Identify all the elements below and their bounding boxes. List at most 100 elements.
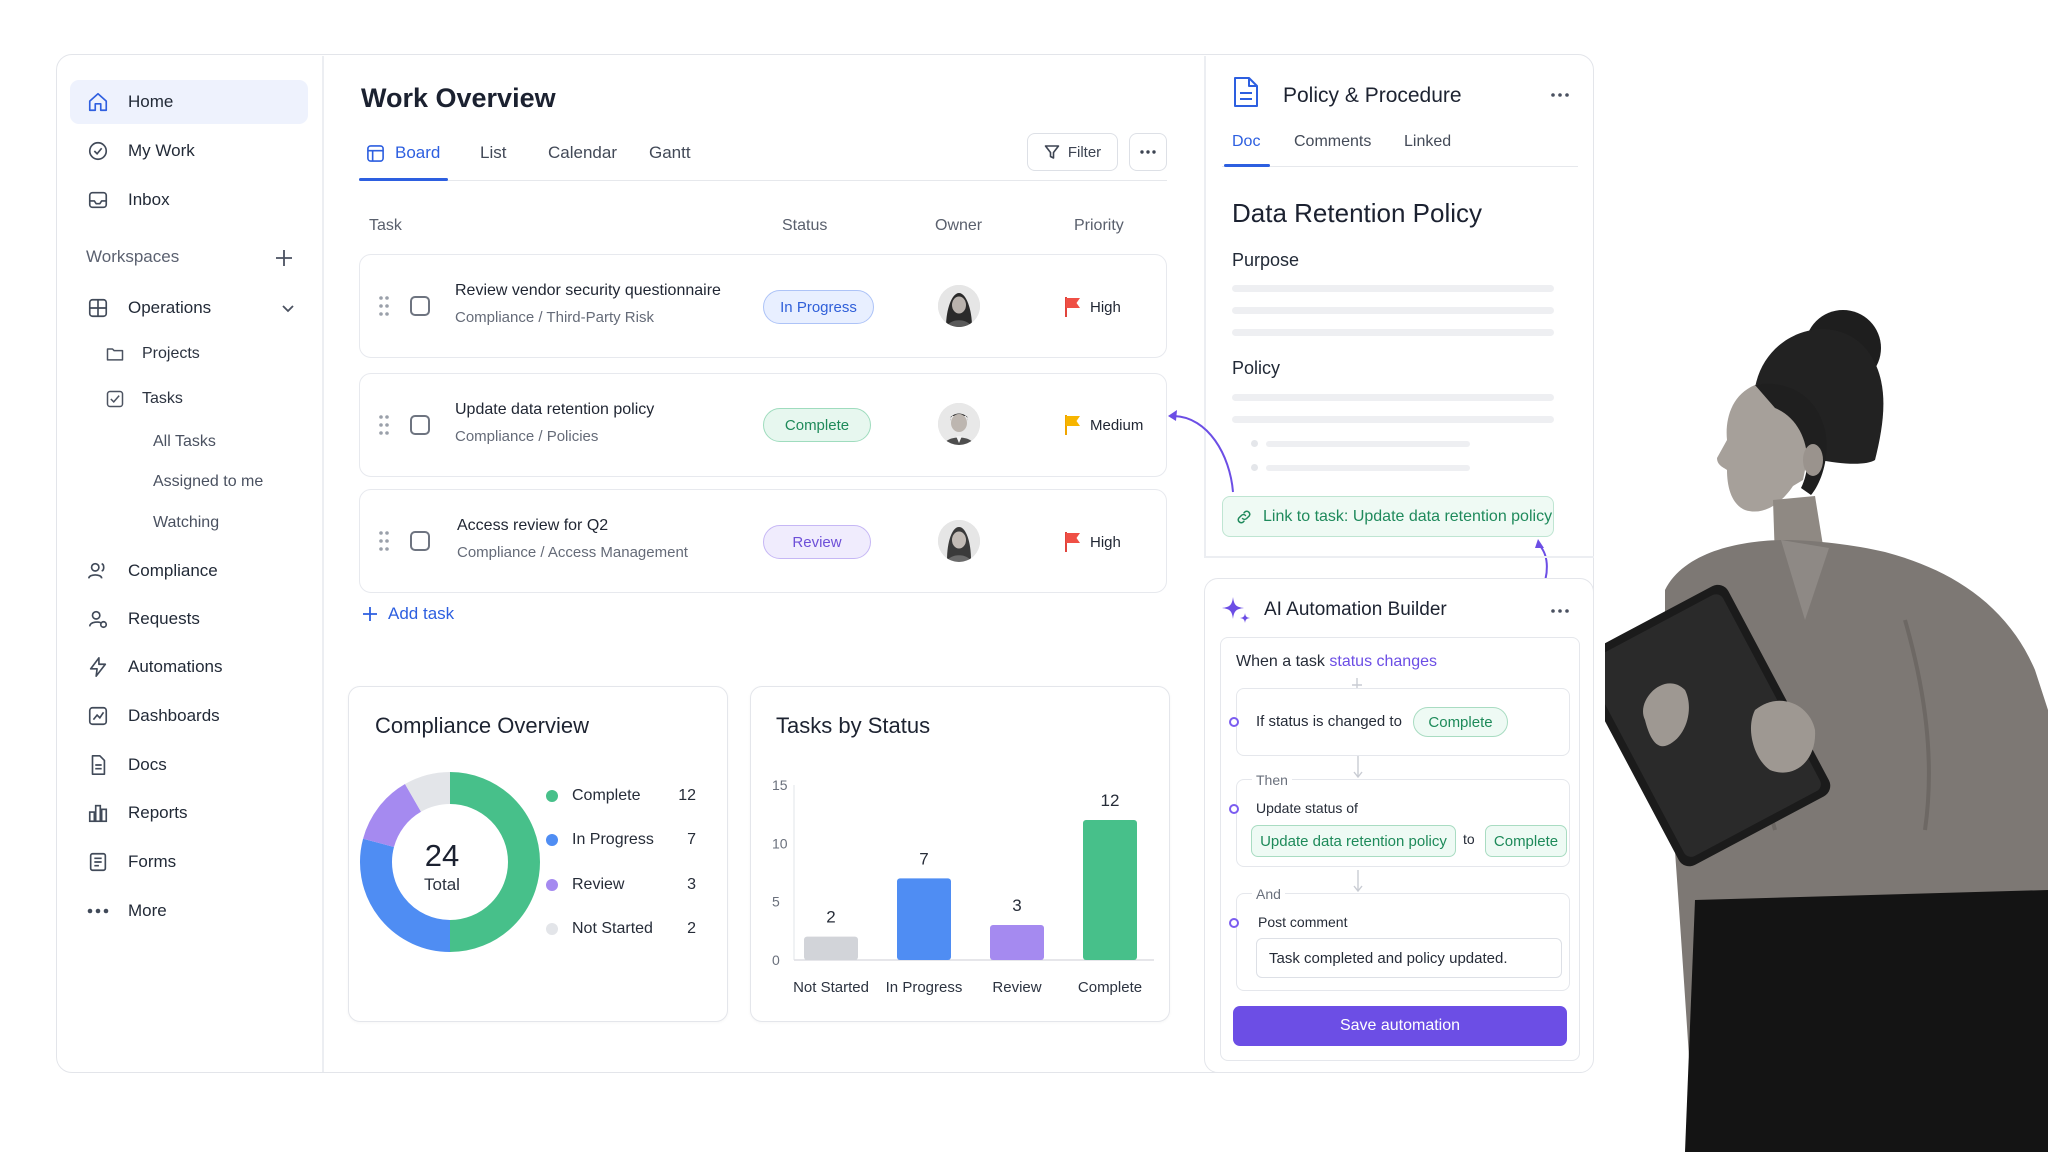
bullet-dot (1251, 440, 1258, 447)
tab-gantt[interactable]: Gantt (649, 143, 691, 162)
status-badge[interactable]: Review (763, 525, 871, 559)
trigger-text[interactable]: When a task status changes (1236, 653, 1437, 671)
tab-calendar[interactable]: Calendar (548, 143, 617, 162)
priority-label: High (1090, 298, 1121, 316)
legend-item-complete: Complete 12 (546, 784, 696, 808)
placeholder-line (1232, 285, 1554, 292)
avatar[interactable] (938, 403, 980, 445)
connector-arrow-icon (1353, 870, 1363, 893)
tab-board[interactable]: Board (366, 143, 440, 163)
nav-inbox[interactable]: Inbox (70, 178, 308, 222)
workspace-operations[interactable]: Operations (70, 286, 308, 330)
priority-medium[interactable]: Medium (1064, 414, 1143, 436)
save-automation-button[interactable]: Save automation (1233, 1006, 1567, 1046)
task-path: Compliance / Policies (455, 428, 599, 445)
sidebar-item-assigned[interactable]: Assigned to me (153, 473, 264, 490)
condition-step[interactable] (1236, 688, 1570, 756)
sidebar-item-all-tasks[interactable]: All Tasks (153, 433, 216, 450)
condition-value-pill[interactable]: Complete (1413, 707, 1508, 737)
sidebar-item-reports[interactable]: Reports (70, 791, 308, 835)
sparkle-icon (1220, 594, 1252, 626)
nav-home[interactable]: Home (70, 80, 308, 124)
task-checkbox[interactable] (410, 296, 430, 316)
sidebar-item-label: Dashboards (128, 706, 220, 725)
sidebar-item-watching[interactable]: Watching (153, 514, 220, 531)
action-task-chip[interactable]: Update data retention policy (1251, 825, 1456, 857)
drag-handle-icon[interactable] (378, 295, 390, 317)
sidebar-item-label: More (128, 901, 167, 920)
nav-my-work[interactable]: My Work (70, 129, 308, 173)
table-row[interactable]: Update data retention policy Compliance … (359, 373, 1167, 477)
tab-list[interactable]: List (480, 143, 507, 162)
add-task-label: Add task (388, 604, 455, 623)
condition-text: If status is changed to (1256, 713, 1402, 730)
nav-label: Inbox (128, 190, 170, 209)
link-to-task[interactable]: Link to task: Update data retention poli… (1222, 496, 1554, 537)
donut-chart (360, 772, 540, 952)
plus-icon (362, 606, 378, 622)
status-badge[interactable]: In Progress (763, 290, 874, 324)
bar-value-label: 7 (919, 849, 928, 868)
doc-heading: Data Retention Policy (1232, 198, 1483, 228)
sidebar-item-compliance[interactable]: Compliance (70, 549, 308, 593)
legend-dot (546, 923, 558, 935)
donut-slice-in-progress (360, 838, 451, 952)
action-value-chip[interactable]: Complete (1485, 825, 1567, 857)
legend-label: Not Started (572, 920, 653, 937)
sidebar-item-tasks[interactable]: Tasks (104, 388, 183, 410)
table-row[interactable]: Review vendor security questionnaire Com… (359, 254, 1167, 358)
priority-high[interactable]: High (1064, 296, 1121, 318)
task-title[interactable]: Access review for Q2 (457, 517, 609, 534)
doc-tab-comments[interactable]: Comments (1294, 133, 1372, 150)
x-tick-label: Not Started (793, 979, 869, 996)
sidebar-item-label: Docs (128, 755, 167, 774)
sidebar-item-label: Requests (128, 609, 200, 628)
dashboard-icon (86, 704, 110, 728)
priority-high[interactable]: High (1064, 531, 1121, 553)
task-title[interactable]: Update data retention policy (455, 401, 655, 418)
column-header-priority: Priority (1074, 217, 1124, 234)
doc-tab-doc[interactable]: Doc (1232, 133, 1261, 150)
chevron-down-icon (280, 300, 296, 316)
add-workspace-icon[interactable] (274, 248, 294, 268)
sidebar-item-projects[interactable]: Projects (104, 343, 200, 365)
doc-tab-linked[interactable]: Linked (1404, 133, 1452, 150)
sidebar-item-dashboards[interactable]: Dashboards (70, 694, 308, 738)
drag-handle-icon[interactable] (378, 530, 390, 552)
panel-separator (1204, 556, 1594, 558)
legend-item-in-progress: In Progress 7 (546, 828, 696, 852)
status-badge[interactable]: Complete (763, 408, 871, 442)
bar-chart-icon (86, 801, 110, 825)
comment-label: Post comment (1258, 914, 1348, 930)
table-row[interactable]: Access review for Q2 Compliance / Access… (359, 489, 1167, 593)
flag-icon (1065, 415, 1080, 435)
more-options-button[interactable] (1129, 133, 1167, 171)
filter-button[interactable]: Filter (1027, 133, 1118, 171)
sidebar-item-docs[interactable]: Docs (70, 743, 308, 787)
task-title[interactable]: Review vendor security questionnaire (455, 282, 721, 299)
doc-more-icon[interactable] (1551, 93, 1569, 97)
sidebar-item-automations[interactable]: Automations (70, 645, 308, 689)
placeholder-line (1232, 329, 1554, 336)
and-label: And (1252, 886, 1285, 902)
active-tab-indicator (359, 178, 448, 181)
document-icon (86, 753, 110, 777)
sidebar-item-more[interactable]: More (70, 889, 308, 933)
task-checkbox[interactable] (410, 531, 430, 551)
task-checkbox[interactable] (410, 415, 430, 435)
drag-handle-icon[interactable] (378, 414, 390, 436)
more-icon (1140, 150, 1156, 154)
trigger-highlight[interactable]: status changes (1329, 653, 1437, 670)
avatar[interactable] (938, 520, 980, 562)
avatar[interactable] (938, 285, 980, 327)
sidebar-item-requests[interactable]: Requests (70, 597, 308, 641)
sidebar-item-forms[interactable]: Forms (70, 840, 308, 884)
bar-not-started (804, 936, 858, 960)
add-task-button[interactable]: Add task (362, 604, 454, 624)
ai-more-icon[interactable] (1551, 609, 1569, 613)
connector-arrow (1168, 410, 1234, 493)
comment-input[interactable]: Task completed and policy updated. (1256, 938, 1562, 978)
bar-review (990, 925, 1044, 960)
donut-slice-complete (449, 772, 540, 952)
trigger-prefix: When a task (1236, 653, 1330, 670)
